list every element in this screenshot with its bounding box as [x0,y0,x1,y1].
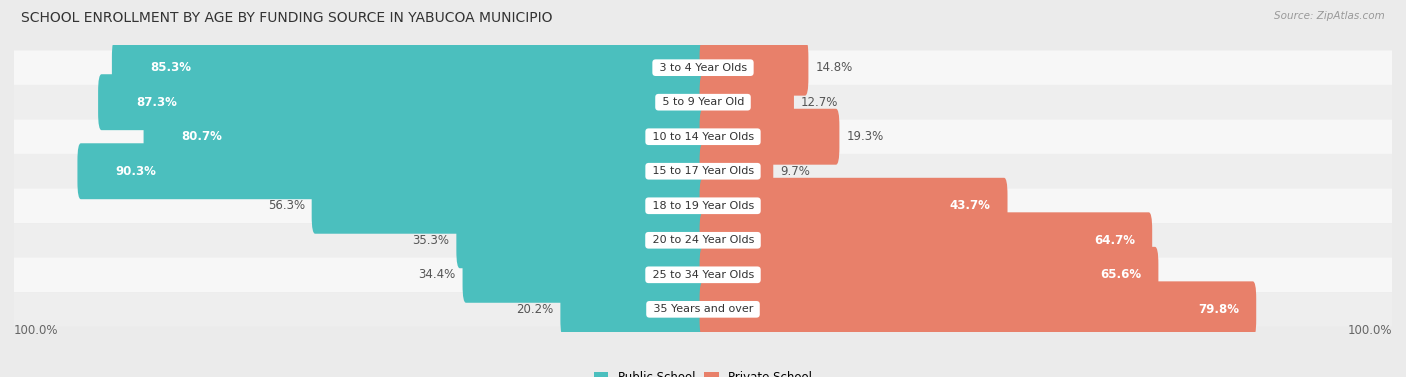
FancyBboxPatch shape [457,212,706,268]
Text: 19.3%: 19.3% [846,130,883,143]
Text: 87.3%: 87.3% [136,96,177,109]
Text: 64.7%: 64.7% [1094,234,1135,247]
FancyBboxPatch shape [14,154,1392,188]
FancyBboxPatch shape [700,74,794,130]
FancyBboxPatch shape [14,223,1392,257]
Text: Source: ZipAtlas.com: Source: ZipAtlas.com [1274,11,1385,21]
Text: 79.8%: 79.8% [1198,303,1239,316]
Text: 35.3%: 35.3% [412,234,450,247]
Text: SCHOOL ENROLLMENT BY AGE BY FUNDING SOURCE IN YABUCOA MUNICIPIO: SCHOOL ENROLLMENT BY AGE BY FUNDING SOUR… [21,11,553,25]
Text: 65.6%: 65.6% [1099,268,1142,281]
FancyBboxPatch shape [98,74,706,130]
Text: 3 to 4 Year Olds: 3 to 4 Year Olds [655,63,751,73]
FancyBboxPatch shape [561,281,706,337]
FancyBboxPatch shape [700,143,773,199]
FancyBboxPatch shape [14,257,1392,292]
Text: 85.3%: 85.3% [150,61,191,74]
Text: 25 to 34 Year Olds: 25 to 34 Year Olds [648,270,758,280]
Text: 14.8%: 14.8% [815,61,852,74]
Text: 43.7%: 43.7% [949,199,990,212]
FancyBboxPatch shape [14,292,1392,326]
FancyBboxPatch shape [700,247,1159,303]
Text: 18 to 19 Year Olds: 18 to 19 Year Olds [648,201,758,211]
FancyBboxPatch shape [14,120,1392,154]
FancyBboxPatch shape [77,143,706,199]
FancyBboxPatch shape [700,109,839,165]
FancyBboxPatch shape [14,188,1392,223]
FancyBboxPatch shape [700,281,1256,337]
Text: 90.3%: 90.3% [115,165,156,178]
Text: 12.7%: 12.7% [801,96,838,109]
FancyBboxPatch shape [312,178,706,234]
Text: 34.4%: 34.4% [419,268,456,281]
FancyBboxPatch shape [700,40,808,96]
Text: 35 Years and over: 35 Years and over [650,304,756,314]
Text: 10 to 14 Year Olds: 10 to 14 Year Olds [648,132,758,142]
Text: 56.3%: 56.3% [267,199,305,212]
Text: 100.0%: 100.0% [1347,324,1392,337]
Text: 15 to 17 Year Olds: 15 to 17 Year Olds [648,166,758,176]
FancyBboxPatch shape [700,178,1008,234]
FancyBboxPatch shape [14,51,1392,85]
FancyBboxPatch shape [143,109,706,165]
FancyBboxPatch shape [700,212,1152,268]
Text: 9.7%: 9.7% [780,165,810,178]
Text: 80.7%: 80.7% [181,130,222,143]
Text: 20.2%: 20.2% [516,303,554,316]
Text: 5 to 9 Year Old: 5 to 9 Year Old [658,97,748,107]
Legend: Public School, Private School: Public School, Private School [589,366,817,377]
Text: 100.0%: 100.0% [14,324,59,337]
FancyBboxPatch shape [14,85,1392,120]
FancyBboxPatch shape [463,247,706,303]
Text: 20 to 24 Year Olds: 20 to 24 Year Olds [648,235,758,245]
FancyBboxPatch shape [112,40,706,96]
